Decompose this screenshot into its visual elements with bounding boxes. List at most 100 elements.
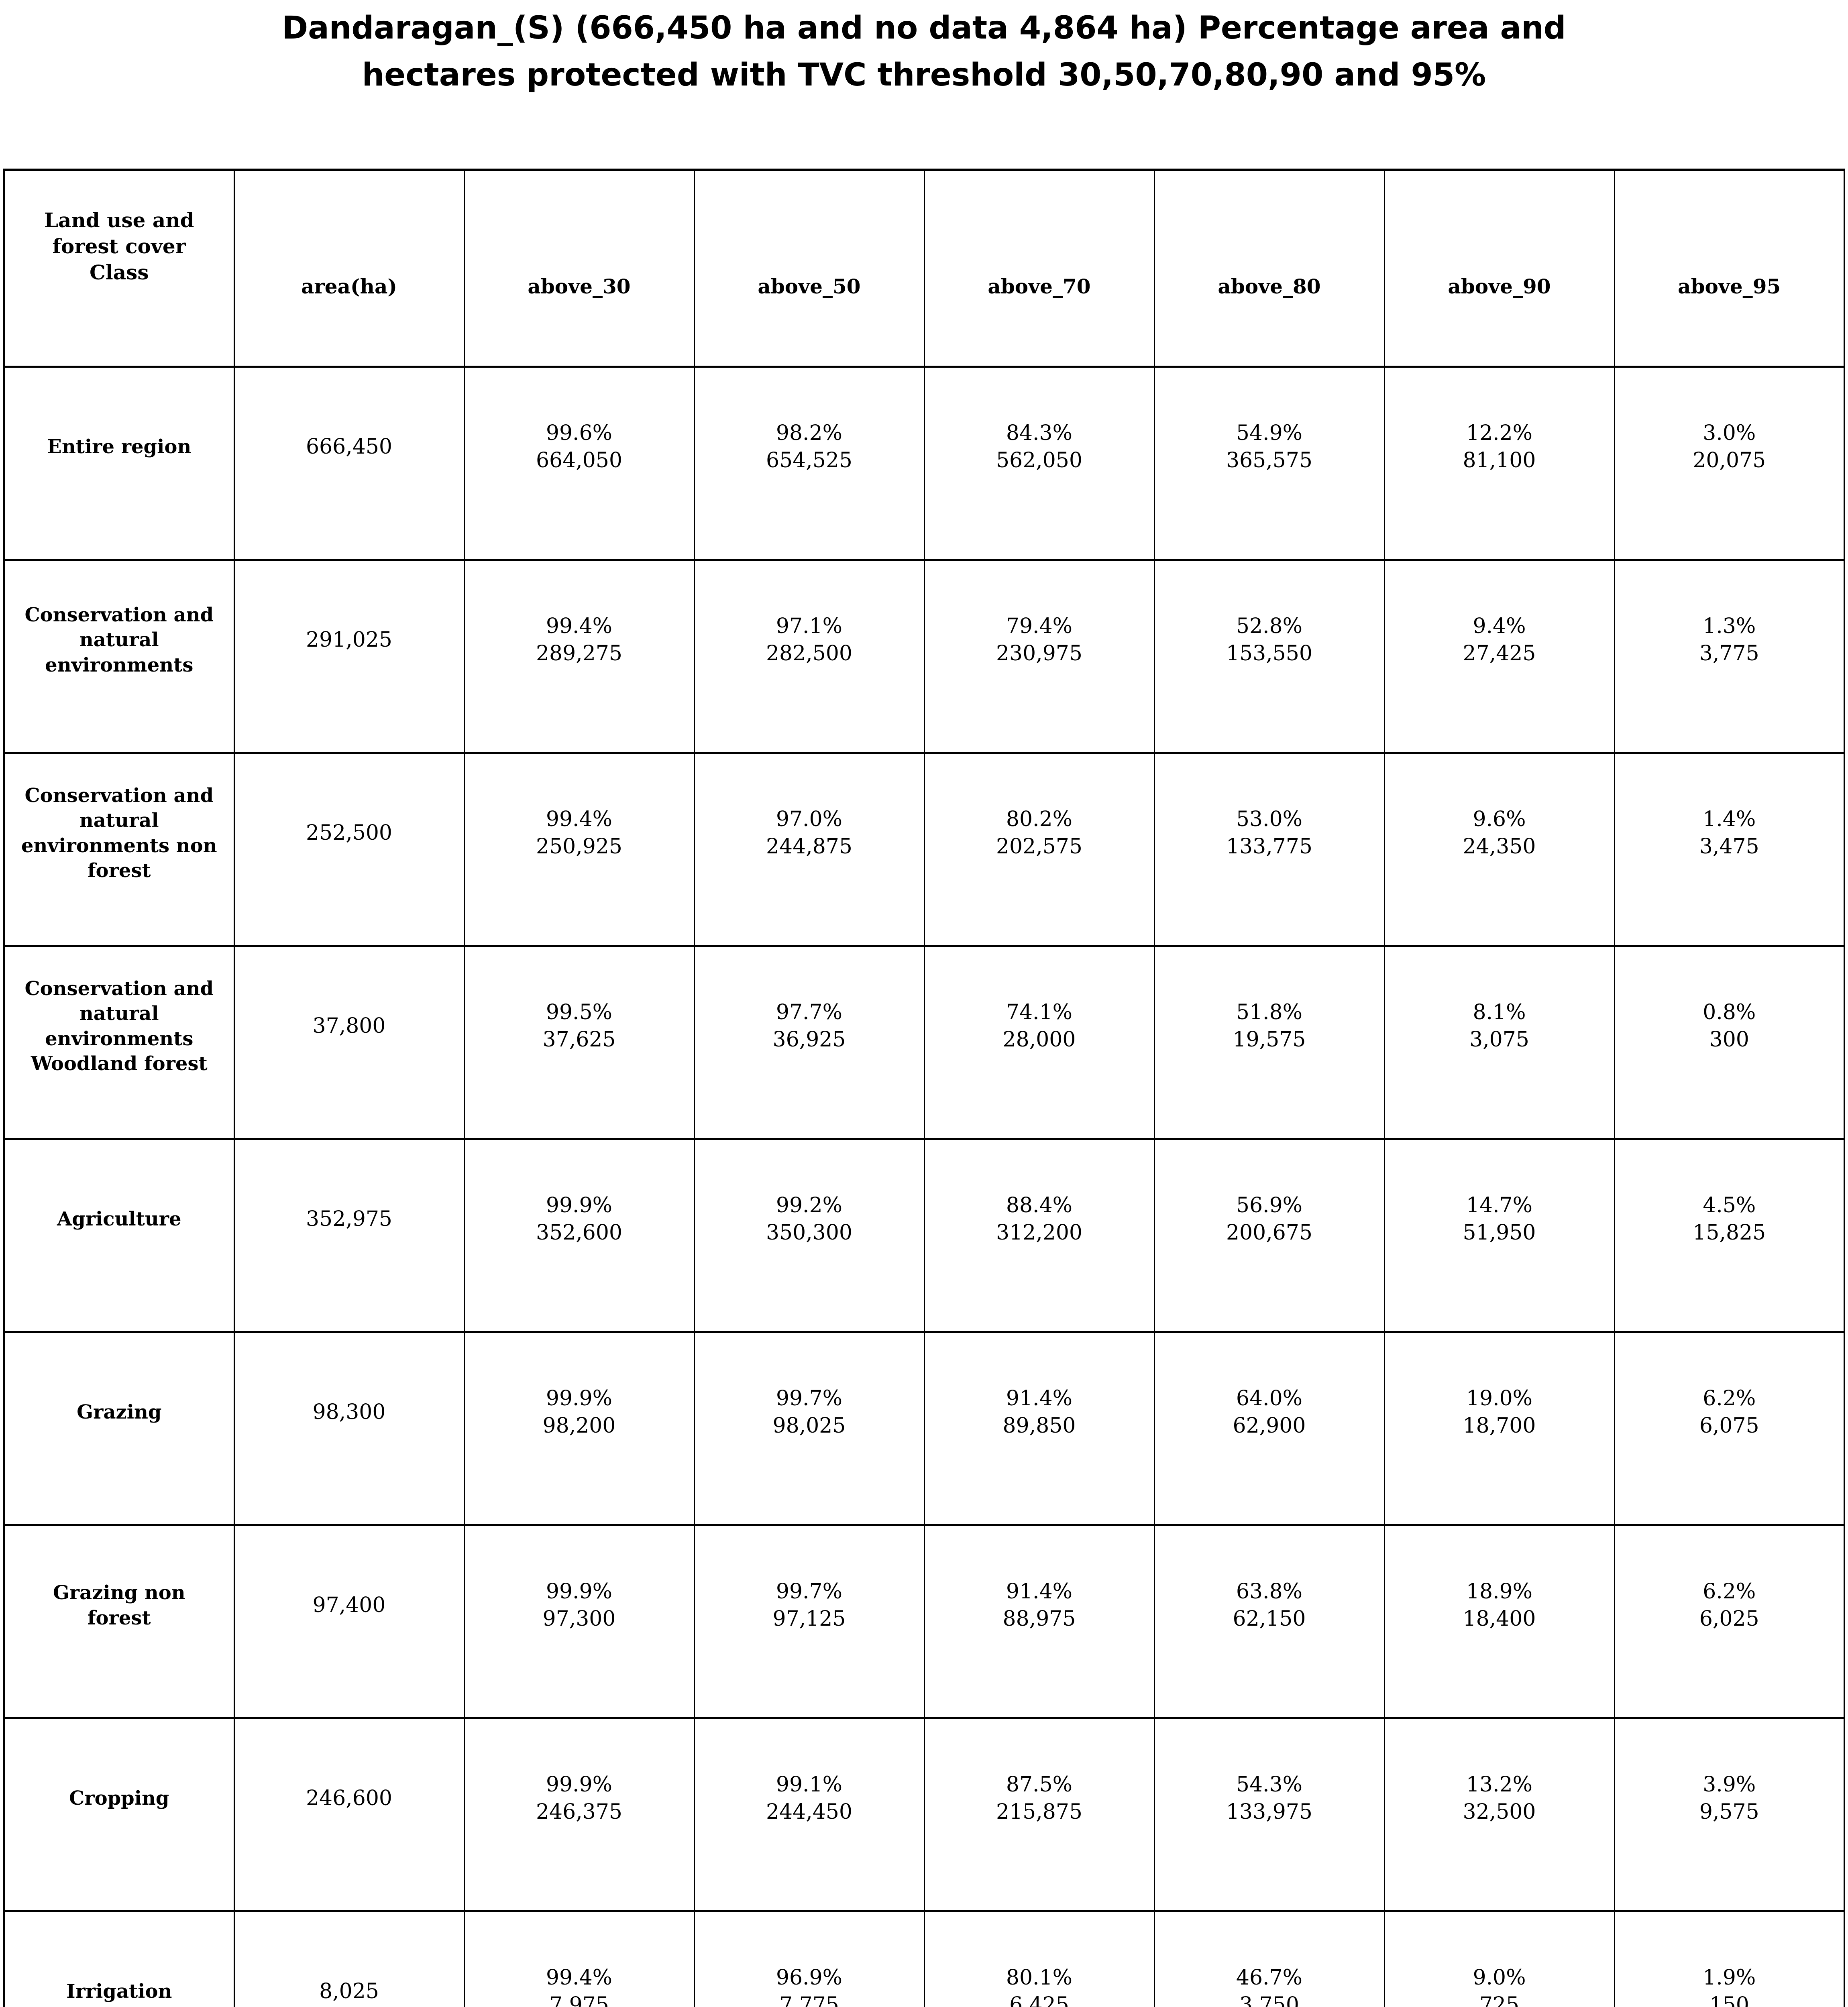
row-label: Cropping xyxy=(3,1717,235,1912)
pct-value: 3.0% xyxy=(1703,421,1756,445)
threshold-cell: 99.7% 97,125 xyxy=(693,1524,925,1719)
page-title-line1: Dandaragan_(S) (666,450 ha and no data 4… xyxy=(282,10,1566,46)
pct-value: 88.4% xyxy=(1006,1193,1073,1217)
ha-value: 6,425 xyxy=(1009,1993,1069,2007)
ha-value: 3,475 xyxy=(1699,834,1759,859)
threshold-cell: 97.7% 36,925 xyxy=(693,944,925,1140)
pct-value: 1.4% xyxy=(1703,807,1756,831)
pct-value: 74.1% xyxy=(1006,1000,1073,1024)
table-row: Irrigation 8,025 99.4% 7,975 96.9% 7,775… xyxy=(3,1910,1845,2007)
threshold-cell: 99.6% 664,050 xyxy=(463,365,695,561)
pct-value: 6.2% xyxy=(1703,1386,1756,1411)
threshold-cell: 99.9% 97,300 xyxy=(463,1524,695,1719)
area-cell: 252,500 xyxy=(233,751,465,947)
ha-value: 654,525 xyxy=(766,448,853,472)
ha-value: 244,450 xyxy=(766,1799,853,1824)
table-row: Entire region 666,450 99.6% 664,050 98.2… xyxy=(3,365,1845,561)
ha-value: 230,975 xyxy=(996,641,1083,666)
ha-value: 18,400 xyxy=(1463,1606,1536,1631)
header-above-95: above_95 xyxy=(1614,169,1845,368)
ha-value: 215,875 xyxy=(996,1799,1083,1824)
threshold-cell: 0.8% 300 xyxy=(1614,944,1845,1140)
threshold-cell: 88.4% 312,200 xyxy=(923,1138,1155,1333)
threshold-cell: 64.0% 62,900 xyxy=(1153,1331,1385,1526)
ha-value: 89,850 xyxy=(1002,1413,1076,1438)
pct-value: 99.6% xyxy=(546,421,613,445)
threshold-cell: 97.1% 282,500 xyxy=(693,558,925,754)
pct-value: 3.9% xyxy=(1703,1772,1756,1797)
ha-value: 246,375 xyxy=(536,1799,623,1824)
ha-value: 3,075 xyxy=(1469,1027,1529,1052)
pct-value: 4.5% xyxy=(1703,1193,1756,1217)
pct-value: 97.0% xyxy=(776,807,843,831)
ha-value: 88,975 xyxy=(1002,1606,1076,1631)
ha-value: 300 xyxy=(1709,1027,1749,1052)
area-cell: 666,450 xyxy=(233,365,465,561)
threshold-cell: 14.7% 51,950 xyxy=(1383,1138,1615,1333)
area-cell: 98,300 xyxy=(233,1331,465,1526)
ha-value: 244,875 xyxy=(766,834,853,859)
pct-value: 99.9% xyxy=(546,1772,613,1797)
pct-value: 99.9% xyxy=(546,1386,613,1411)
ha-value: 133,975 xyxy=(1226,1799,1313,1824)
pct-value: 97.7% xyxy=(776,1000,843,1024)
threshold-cell: 18.9% 18,400 xyxy=(1383,1524,1615,1719)
pct-value: 8.1% xyxy=(1473,1000,1526,1024)
row-label: Grazing xyxy=(3,1331,235,1526)
pct-value: 9.4% xyxy=(1473,614,1526,638)
ha-value: 200,675 xyxy=(1226,1220,1313,1245)
pct-value: 99.9% xyxy=(546,1193,613,1217)
header-above-30: above_30 xyxy=(463,169,695,368)
row-label: Agriculture xyxy=(3,1138,235,1333)
ha-value: 27,425 xyxy=(1463,641,1536,666)
ha-value: 350,300 xyxy=(766,1220,853,1245)
ha-value: 202,575 xyxy=(996,834,1083,859)
threshold-cell: 6.2% 6,025 xyxy=(1614,1524,1845,1719)
ha-value: 725 xyxy=(1479,1993,1520,2007)
table-row: Conservation and natural environments Wo… xyxy=(3,944,1845,1140)
threshold-cell: 19.0% 18,700 xyxy=(1383,1331,1615,1526)
pct-value: 1.3% xyxy=(1703,614,1756,638)
row-label: Grazing non forest xyxy=(3,1524,235,1719)
threshold-cell: 99.4% 7,975 xyxy=(463,1910,695,2007)
threshold-cell: 79.4% 230,975 xyxy=(923,558,1155,754)
area-cell: 8,025 xyxy=(233,1910,465,2007)
ha-value: 562,050 xyxy=(996,448,1083,472)
pct-value: 52.8% xyxy=(1236,614,1303,638)
pct-value: 54.9% xyxy=(1236,421,1303,445)
pct-value: 9.6% xyxy=(1473,807,1526,831)
ha-value: 36,925 xyxy=(772,1027,846,1052)
threshold-cell: 91.4% 88,975 xyxy=(923,1524,1155,1719)
area-cell: 291,025 xyxy=(233,558,465,754)
ha-value: 98,025 xyxy=(772,1413,846,1438)
pct-value: 99.9% xyxy=(546,1579,613,1604)
pct-value: 6.2% xyxy=(1703,1579,1756,1604)
pct-value: 14.7% xyxy=(1466,1193,1533,1217)
threshold-cell: 74.1% 28,000 xyxy=(923,944,1155,1140)
pct-value: 0.8% xyxy=(1703,1000,1756,1024)
ha-value: 15,825 xyxy=(1693,1220,1766,1245)
threshold-cell: 12.2% 81,100 xyxy=(1383,365,1615,561)
pct-value: 1.9% xyxy=(1703,1965,1756,1990)
threshold-cell: 3.0% 20,075 xyxy=(1614,365,1845,561)
row-label: Conservation and natural environments xyxy=(3,558,235,754)
ha-value: 97,300 xyxy=(542,1606,616,1631)
pct-value: 91.4% xyxy=(1006,1579,1073,1604)
ha-value: 62,150 xyxy=(1233,1606,1306,1631)
threshold-cell: 87.5% 215,875 xyxy=(923,1717,1155,1912)
land-use-table: Land use and forest cover Class area(ha)… xyxy=(3,169,1845,2007)
pct-value: 99.4% xyxy=(546,807,613,831)
pct-value: 99.2% xyxy=(776,1193,843,1217)
pct-value: 99.7% xyxy=(776,1579,843,1604)
row-label: Conservation and natural environments no… xyxy=(3,751,235,947)
ha-value: 24,350 xyxy=(1463,834,1536,859)
header-row: Land use and forest cover Class area(ha)… xyxy=(3,169,1845,368)
ha-value: 664,050 xyxy=(536,448,623,472)
ha-value: 150 xyxy=(1709,1993,1749,2007)
threshold-cell: 98.2% 654,525 xyxy=(693,365,925,561)
ha-value: 289,275 xyxy=(536,641,623,666)
pct-value: 99.4% xyxy=(546,1965,613,1990)
threshold-cell: 99.9% 246,375 xyxy=(463,1717,695,1912)
pct-value: 84.3% xyxy=(1006,421,1073,445)
threshold-cell: 52.8% 153,550 xyxy=(1153,558,1385,754)
